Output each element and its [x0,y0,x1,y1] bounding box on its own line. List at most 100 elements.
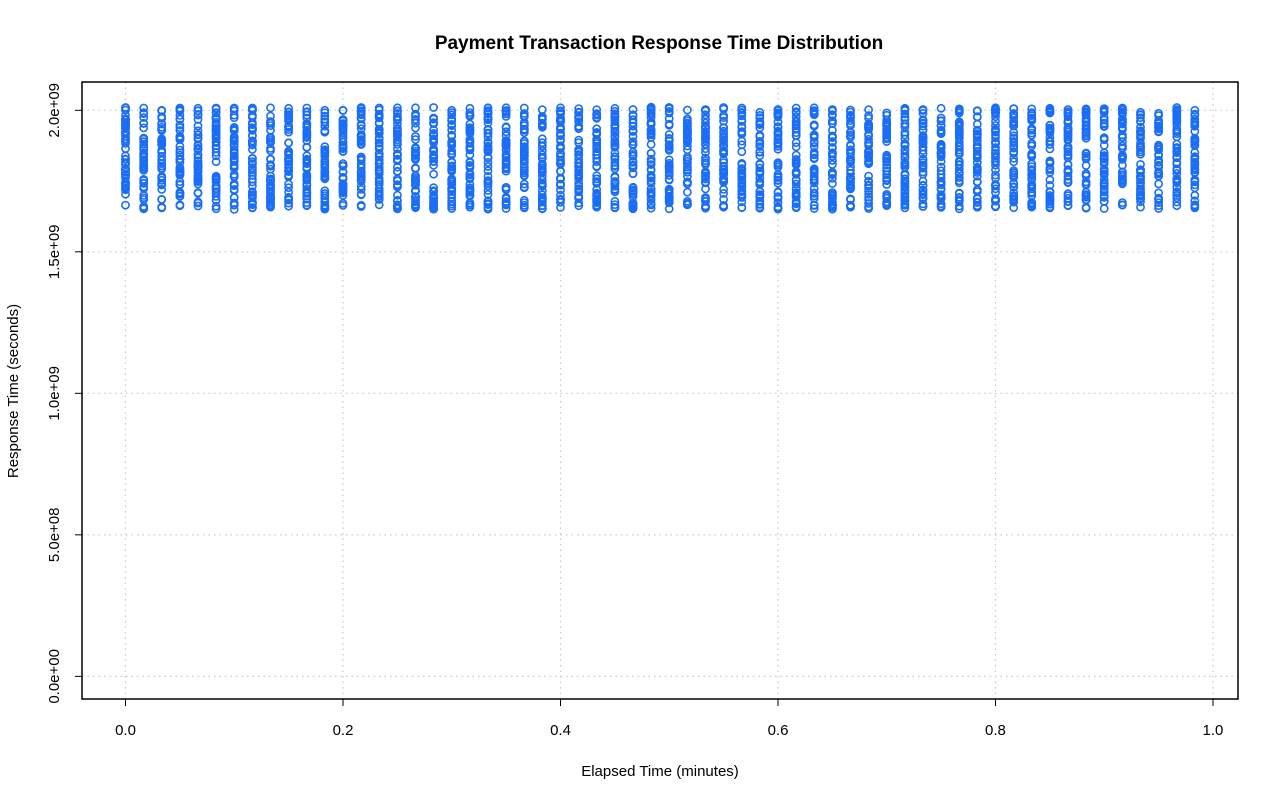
data-point [1063,105,1073,114]
y-axis-label: Response Time (seconds) [5,304,22,478]
data-point [175,141,185,151]
data-point [392,204,402,213]
data-point [701,105,710,114]
data-point [809,165,819,175]
data-point [610,157,620,167]
data-point [846,182,855,192]
data-point [755,169,765,179]
data-point [791,160,801,169]
data-point [610,187,620,197]
data-point [392,200,402,210]
data-point [501,106,511,115]
data-point [646,176,656,186]
data-point [918,146,928,155]
data-point [519,179,529,189]
data-point [954,104,964,114]
data-point [610,164,620,174]
data-point [991,116,1000,126]
data-point [664,145,674,155]
data-point [411,111,420,121]
data-point [972,106,982,115]
data-point [991,121,1000,130]
data-point [592,171,602,181]
data-point [719,167,728,177]
data-point [483,171,493,181]
data-point [610,136,620,146]
data-point [139,202,149,212]
data-point [1009,178,1019,188]
data-point [193,170,203,180]
x-axis-label: Elapsed Time (minutes) [581,763,739,780]
data-point [1027,165,1037,174]
data-point [501,103,511,113]
data-point [809,191,819,201]
data-point [266,160,275,170]
data-point [991,146,1000,155]
data-point [791,108,801,118]
data-point [918,115,928,125]
data-point [1136,142,1145,152]
data-point [1136,184,1145,194]
data-point [719,149,728,159]
data-point [211,133,221,143]
data-point [1190,110,1200,120]
data-point [701,123,710,133]
data-point [1099,112,1109,122]
data-point [247,136,257,146]
data-point [1118,141,1127,151]
data-point [374,195,384,204]
data-point [1099,122,1109,131]
data-point [356,167,366,177]
data-point [936,103,946,113]
data-point [755,131,765,141]
data-point [628,151,638,161]
data-point [229,184,239,194]
data-point [501,136,511,145]
data-point [157,125,167,135]
data-point [211,151,221,161]
data-point [465,150,475,160]
data-point [139,152,149,161]
data-point [302,103,312,113]
data-point [972,136,982,145]
data-point [1099,107,1109,117]
data-point [338,161,348,171]
data-point [1009,167,1019,177]
data-point [1172,177,1182,187]
data-point [592,113,602,123]
data-point [773,144,783,154]
data-point [519,103,529,113]
data-point [229,181,239,190]
data-point [1190,201,1200,211]
data-point [447,130,457,140]
data-point [574,135,584,145]
data-point [392,139,402,149]
data-point [121,173,130,183]
data-point [284,138,293,148]
data-point [302,170,312,180]
data-point [284,127,293,137]
data-point [1154,145,1163,155]
data-point [701,193,710,202]
data-point [211,157,221,167]
data-point [1136,167,1145,177]
data-point [139,142,149,152]
data-points [121,102,1200,214]
data-point [719,146,728,155]
data-point [302,107,312,117]
data-point [537,164,547,174]
data-point [791,179,801,189]
data-point [1081,125,1091,134]
data-point [537,152,547,162]
data-point [157,151,167,161]
data-point [447,179,457,189]
data-point [646,139,656,149]
data-point [882,166,892,176]
data-point [610,154,620,164]
data-point [664,108,674,118]
data-point [519,159,529,169]
data-point [175,155,185,165]
data-point [501,151,511,161]
data-point [374,200,384,210]
data-point [791,202,801,212]
